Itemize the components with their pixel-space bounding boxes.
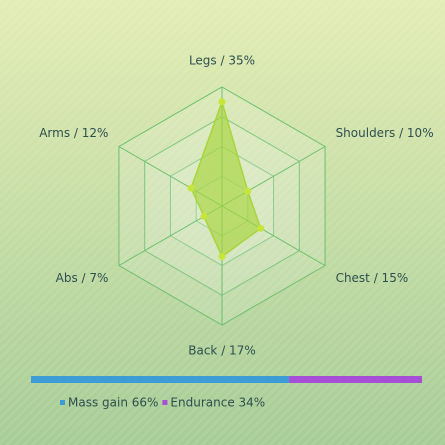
axis-label: Shoulders / 10% (336, 126, 434, 140)
legend-label: Endurance 34% (170, 396, 265, 410)
axis-label: Abs / 7% (56, 271, 109, 285)
axis-label: Chest / 15% (336, 271, 409, 285)
axis-label: Back / 17% (188, 344, 255, 358)
radar-point (218, 98, 226, 106)
bar-segment (31, 376, 290, 383)
radar-point (257, 224, 265, 232)
axis-label: Legs / 35% (189, 54, 255, 68)
legend-swatch (162, 400, 168, 405)
radar-point (200, 212, 208, 220)
axis-label: Arms / 12% (39, 126, 108, 140)
legend-label: Mass gain 66% (68, 396, 158, 410)
radar-point (187, 184, 195, 192)
legend-swatch (60, 400, 65, 405)
radar-point (244, 187, 252, 195)
bar-segment (289, 376, 422, 383)
radar-point (218, 253, 226, 261)
